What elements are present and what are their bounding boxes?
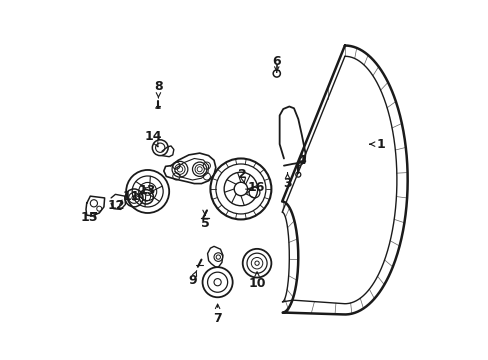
Text: 1: 1 (376, 138, 385, 150)
Text: 10: 10 (248, 278, 265, 291)
Text: 13: 13 (138, 184, 155, 197)
Text: 6: 6 (272, 55, 281, 68)
Text: 4: 4 (297, 154, 305, 167)
Text: 5: 5 (200, 216, 209, 230)
Text: 12: 12 (107, 199, 124, 212)
Text: 9: 9 (188, 274, 196, 287)
Text: 3: 3 (283, 177, 291, 190)
Text: 16: 16 (247, 181, 264, 194)
Text: 2: 2 (238, 168, 246, 181)
Text: 15: 15 (81, 211, 98, 224)
Text: 8: 8 (154, 80, 163, 93)
Text: 11: 11 (122, 190, 139, 203)
Text: 14: 14 (144, 130, 162, 144)
Text: 7: 7 (213, 311, 222, 325)
